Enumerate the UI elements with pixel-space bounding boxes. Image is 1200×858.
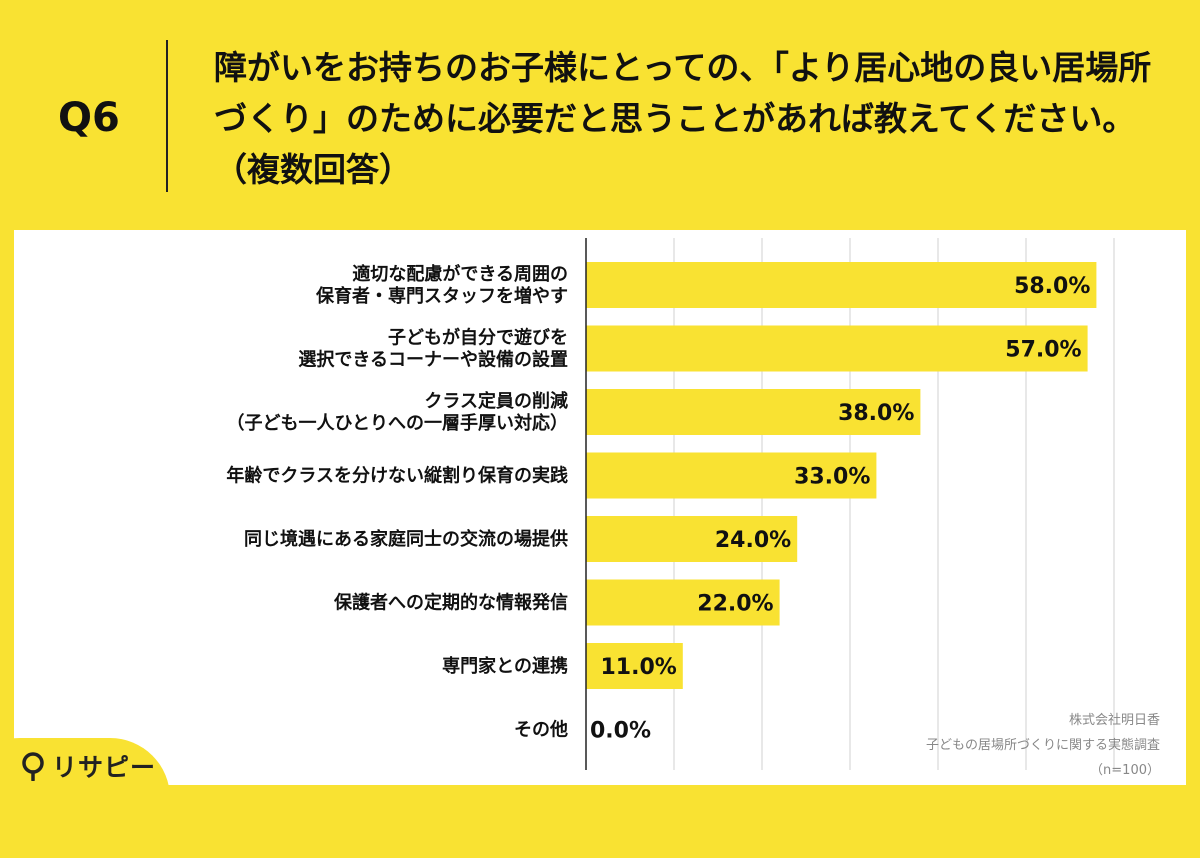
- value-label: 22.0%: [697, 592, 773, 617]
- category-label: 同じ境遇にある家庭同士の交流の場提供: [244, 528, 568, 550]
- value-label: 0.0%: [590, 719, 651, 744]
- question-title: 障がいをお持ちのお子様にとっての、「より居心地の良い居場所づくり」のために必要だ…: [214, 48, 1152, 189]
- bar: [586, 452, 877, 499]
- category-label: 保護者への定期的な情報発信: [333, 592, 568, 614]
- category-label: 年齢でクラスを分けない縦割り保育の実践: [226, 465, 568, 487]
- source-note: 株式会社明日香 子どもの居場所づくりに関する実態調査 （n=100）: [926, 708, 1160, 783]
- value-label: 58.0%: [1014, 274, 1090, 299]
- value-label: 33.0%: [794, 465, 870, 490]
- bar: [586, 643, 683, 689]
- source-sample: （n=100）: [1090, 763, 1160, 778]
- category-label: その他: [514, 719, 568, 741]
- bar: [586, 262, 1097, 308]
- brand-logo: リサピー: [20, 748, 156, 784]
- bar: [586, 516, 798, 562]
- header-divider: [166, 40, 168, 192]
- bar-chart: 適切な配慮ができる周囲の保育者・専門スタッフを増やす 58.0% 子どもが自分で遊び…: [226, 238, 1115, 770]
- bar: [586, 389, 921, 435]
- source-company: 株式会社明日香: [1068, 713, 1160, 728]
- category-label: 子どもが自分で遊びを選択できるコーナーや設備の設置: [298, 327, 568, 371]
- question-number: Q6: [58, 95, 120, 141]
- pin-icon: [22, 752, 44, 781]
- category-label: 適切な配慮ができる周囲の保育者・専門スタッフを増やす: [315, 263, 568, 307]
- category-label: クラス定員の削減（子ども一人ひとりへの一層手厚い対応）: [227, 390, 568, 434]
- bar: [586, 579, 780, 626]
- value-label: 24.0%: [715, 528, 791, 553]
- value-label: 11.0%: [600, 655, 676, 680]
- chart-panel: 適切な配慮ができる周囲の保育者・専門スタッフを増やす 58.0% 子どもが自分で遊び…: [14, 230, 1186, 785]
- logo-text: リサピー: [52, 753, 157, 782]
- value-label: 38.0%: [838, 401, 914, 426]
- source-survey: 子どもの居場所づくりに関する実態調査: [925, 738, 1160, 753]
- category-label: 専門家との連携: [442, 655, 568, 677]
- bar: [586, 325, 1088, 372]
- value-label: 57.0%: [1005, 338, 1081, 363]
